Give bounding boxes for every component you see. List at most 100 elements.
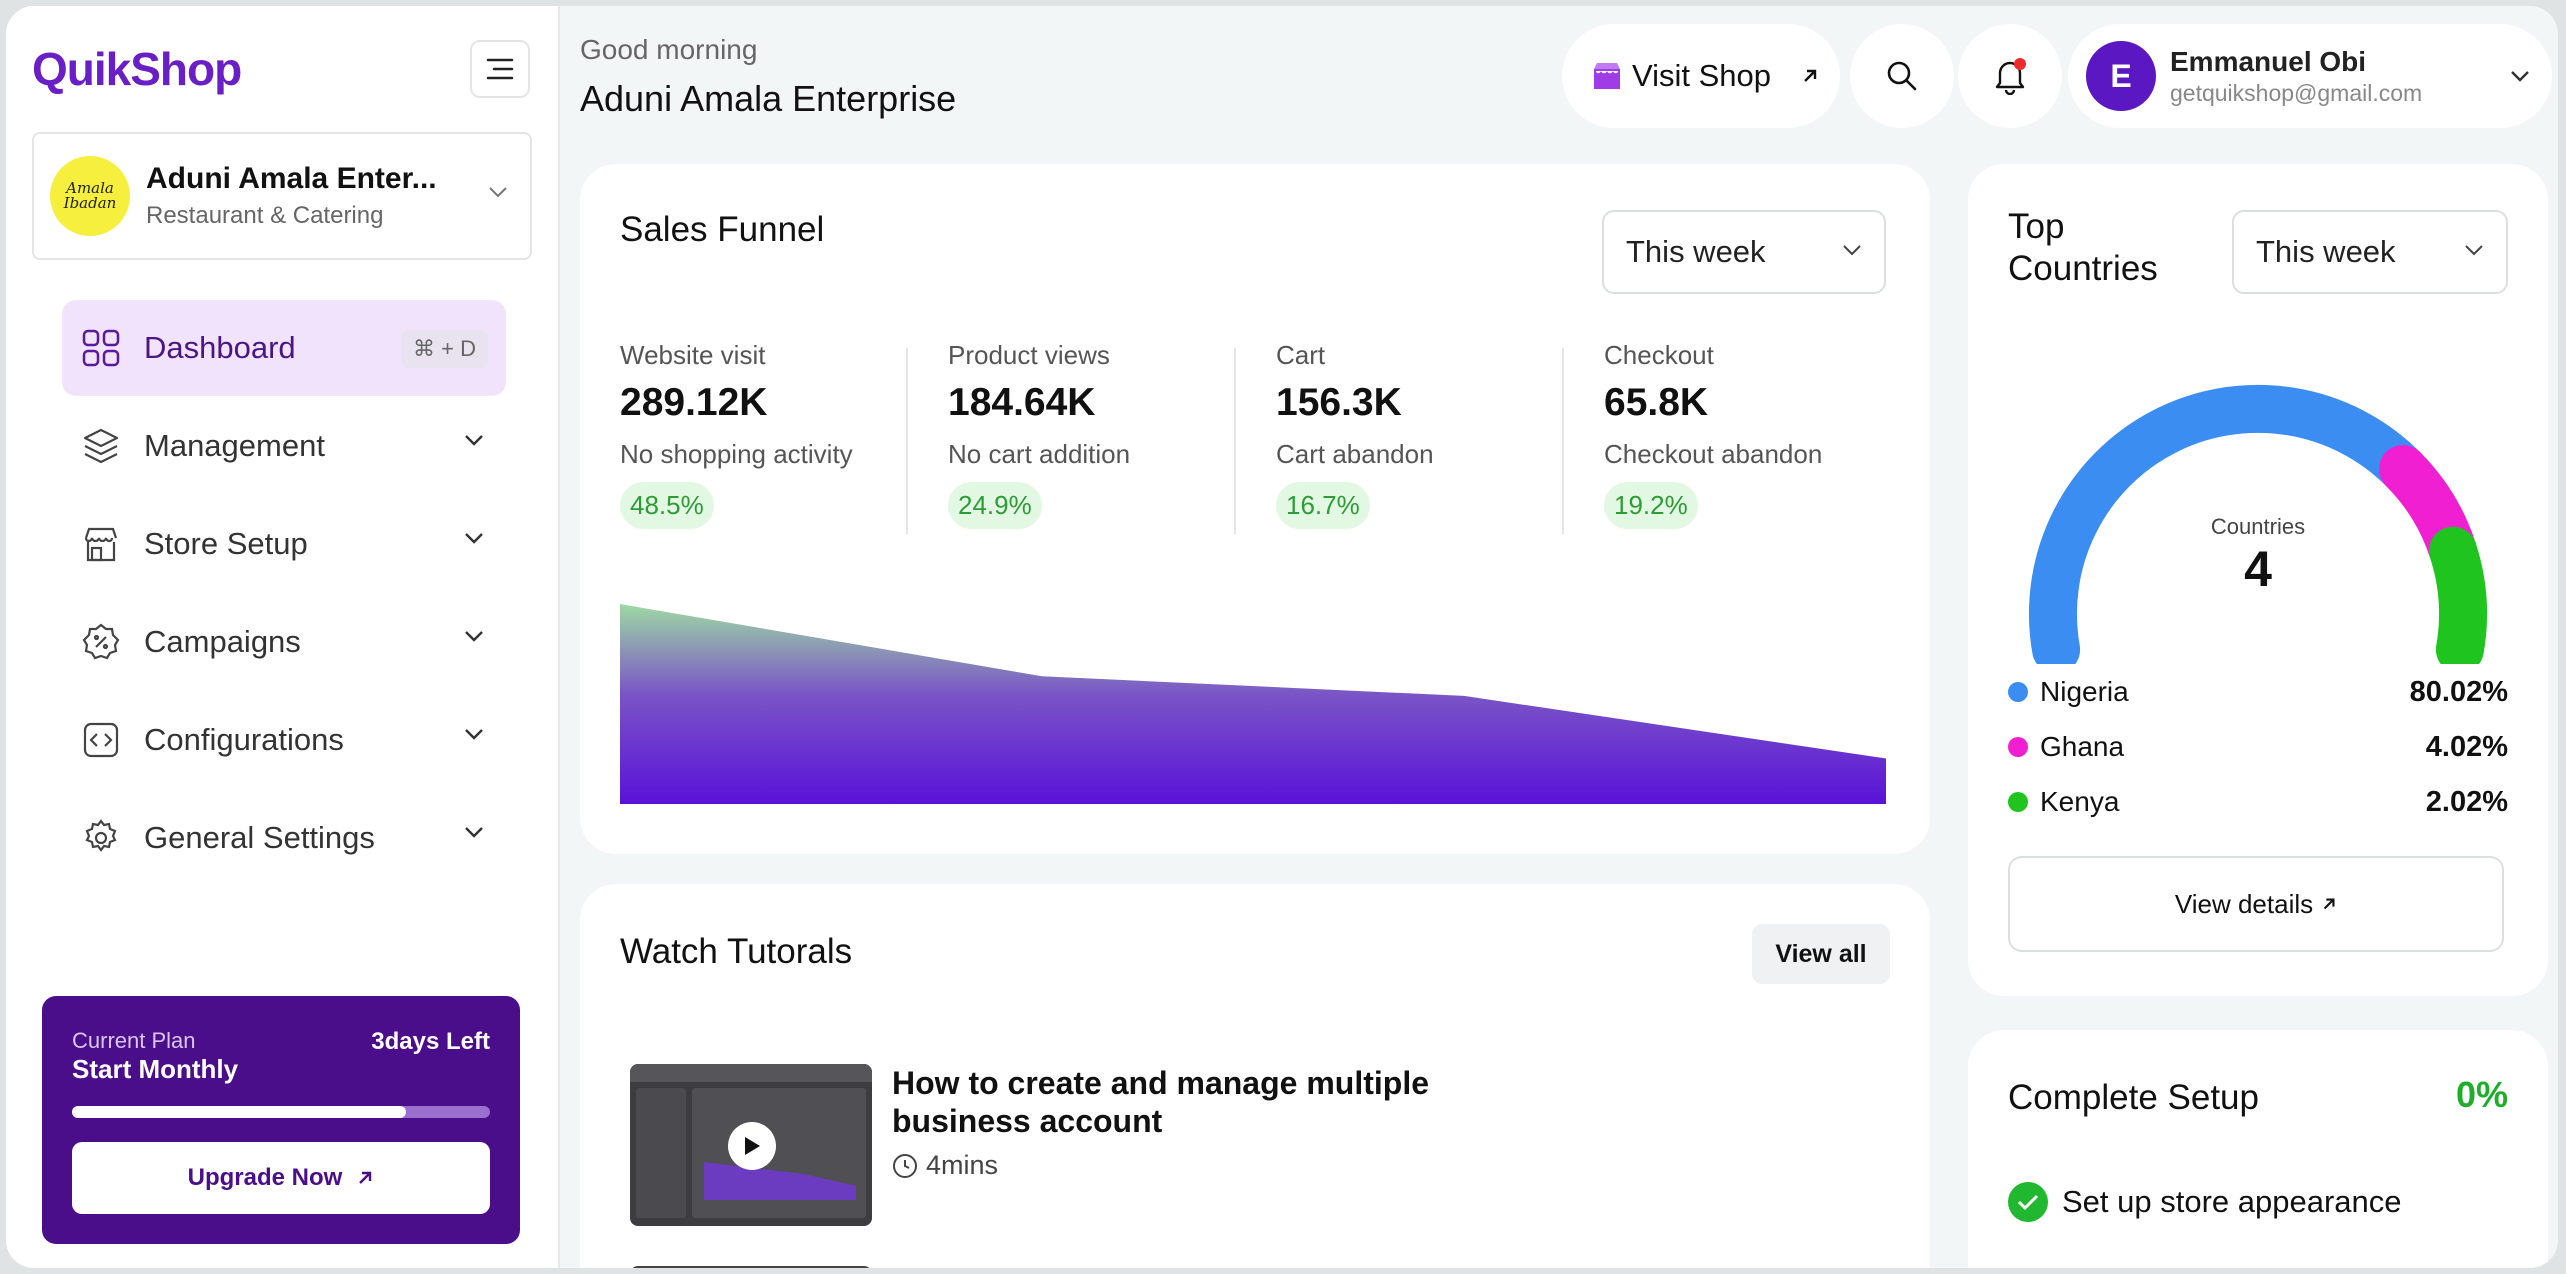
funnel-period-select[interactable]: This week — [1602, 210, 1886, 294]
sidebar-item-general-settings[interactable]: General Settings — [62, 790, 506, 886]
sidebar-item-store-setup[interactable]: Store Setup — [62, 496, 506, 592]
gauge-center-label: Countries — [2210, 514, 2306, 539]
store-icon — [80, 523, 122, 565]
view-details-label: View details — [2174, 888, 2314, 919]
legend-dot — [2008, 737, 2028, 757]
gear-icon — [80, 817, 122, 859]
chevron-down-icon — [465, 533, 483, 544]
metric-percent-badge: 48.5% — [620, 482, 714, 529]
legend-country: Nigeria — [2040, 676, 2129, 707]
metric-label: Product views — [948, 340, 1110, 370]
setup-percent: 0% — [2455, 1074, 2508, 1115]
legend-country: Kenya — [2040, 786, 2120, 817]
duration-text: 4mins — [926, 1150, 999, 1180]
business-type: Restaurant & Catering — [146, 202, 384, 229]
upgrade-label: Upgrade Now — [187, 1164, 343, 1191]
metric-percent-badge: 16.7% — [1276, 482, 1370, 529]
top-countries-card: Top Countries This week Countries 4 Nige… — [1968, 164, 2548, 996]
sales-funnel-title: Sales Funnel — [620, 210, 825, 249]
plan-days-left: 3days Left — [371, 1028, 490, 1055]
countries-gauge-chart — [2028, 384, 2487, 664]
top-countries-title: Top Countries — [2008, 207, 2158, 288]
chevron-down-icon — [2465, 245, 2483, 256]
business-switcher[interactable]: Amala Ibadan Aduni Amala Enter... Restau… — [32, 132, 532, 260]
sidebar-item-label: Campaigns — [144, 624, 301, 659]
setup-task[interactable]: Set up store appearance — [2008, 1182, 2402, 1222]
sidebar-item-configurations[interactable]: Configurations — [62, 692, 506, 788]
sidebar-item-dashboard[interactable]: Dashboard ⌘ + D — [62, 300, 506, 396]
shop-icon — [1594, 63, 1620, 89]
sidebar-item-label: Dashboard — [144, 330, 296, 365]
user-email: getquikshop@gmail.com — [2170, 79, 2423, 106]
arrow-up-right-icon — [2323, 898, 2335, 910]
visit-shop-label: Visit Shop — [1632, 58, 1772, 93]
metric-label: Website visit — [620, 340, 766, 370]
metric-sub: Checkout abandon — [1604, 439, 1823, 469]
notifications-button[interactable] — [1958, 24, 2062, 128]
view-details-button[interactable]: View details — [2008, 856, 2504, 952]
legend-item: Kenya 2.02% — [2008, 782, 2508, 822]
tutorial-title[interactable]: How to create and manage multiple busine… — [892, 1065, 1429, 1139]
metric-label: Checkout — [1604, 340, 1714, 370]
bell-icon — [1995, 58, 2026, 95]
tutorial-thumbnail[interactable] — [630, 1064, 872, 1226]
chevron-down-icon — [1843, 245, 1861, 256]
search-button[interactable] — [1850, 24, 1954, 128]
complete-setup-card: Complete Setup 0% Set up store appearanc… — [1968, 1030, 2548, 1268]
visit-shop-button[interactable]: Visit Shop — [1562, 24, 1840, 128]
menu-icon — [486, 58, 514, 80]
metric-sub: No cart addition — [948, 439, 1131, 469]
business-logo: Amala Ibadan — [50, 156, 130, 236]
shortcut-badge: ⌘ + D — [401, 330, 488, 368]
sidebar-item-label: Store Setup — [144, 526, 308, 561]
sidebar-item-management[interactable]: Management — [62, 398, 506, 494]
check-circle-icon — [2008, 1182, 2048, 1222]
tutorial-thumbnail-next[interactable] — [630, 1266, 872, 1268]
thumb-chart — [704, 1162, 856, 1200]
tutorials-title: Watch Tutorals — [620, 932, 853, 971]
legend-percent: 2.02% — [2425, 785, 2508, 818]
thumb-sidebar — [636, 1088, 686, 1218]
funnel-metric: Website visit 289.12K No shopping activi… — [620, 340, 920, 530]
divider — [1234, 348, 1236, 534]
setup-task-label: Set up store appearance — [2062, 1184, 2402, 1219]
sales-funnel-card: Sales Funnel This week Website visit 289… — [580, 164, 1930, 854]
search-icon — [1887, 61, 1917, 91]
upgrade-now-button[interactable]: Upgrade Now — [72, 1142, 490, 1214]
sidebar-item-label: General Settings — [144, 820, 375, 855]
funnel-area — [620, 604, 1886, 804]
menu-toggle-button[interactable] — [470, 40, 530, 98]
metric-label: Cart — [1276, 340, 1326, 370]
chevron-down-icon — [489, 187, 507, 198]
grid-icon — [80, 327, 122, 369]
metric-sub: No shopping activity — [620, 439, 853, 469]
user-menu[interactable]: E Emmanuel Obi getquikshop@gmail.com — [2068, 24, 2552, 128]
page-title: Aduni Amala Enterprise — [580, 78, 957, 119]
funnel-metric: Product views 184.64K No cart addition 2… — [948, 340, 1248, 530]
divider — [906, 348, 908, 534]
sidebar-item-label: Configurations — [144, 722, 344, 757]
legend-dot — [2008, 792, 2028, 812]
gauge-segment-nigeria — [2028, 384, 2427, 664]
sidebar-item-campaigns[interactable]: Campaigns — [62, 594, 506, 690]
view-all-button[interactable]: View all — [1752, 924, 1890, 984]
legend-percent: 80.02% — [2409, 675, 2508, 708]
metric-value: 156.3K — [1276, 381, 1402, 424]
countries-period-select[interactable]: This week — [2232, 210, 2508, 294]
sidebar-item-label: Management — [144, 428, 325, 463]
divider — [1562, 348, 1564, 534]
code-icon — [80, 719, 122, 761]
thumb-header — [630, 1064, 872, 1082]
chevron-down-icon — [465, 729, 483, 740]
chevron-down-icon — [465, 435, 483, 446]
legend-item: Nigeria 80.02% — [2008, 672, 2508, 712]
metric-sub: Cart abandon — [1276, 439, 1434, 469]
funnel-area-chart — [620, 604, 1886, 804]
play-button[interactable] — [728, 1122, 776, 1170]
funnel-metric: Checkout 65.8K Checkout abandon 19.2% — [1604, 340, 1904, 530]
arrow-up-right-icon — [1804, 69, 1817, 82]
user-name: Emmanuel Obi — [2170, 45, 2367, 77]
discount-badge-icon — [80, 621, 122, 663]
quikshop-logo[interactable]: QuikShop — [32, 43, 242, 95]
chevron-down-icon — [465, 827, 483, 838]
